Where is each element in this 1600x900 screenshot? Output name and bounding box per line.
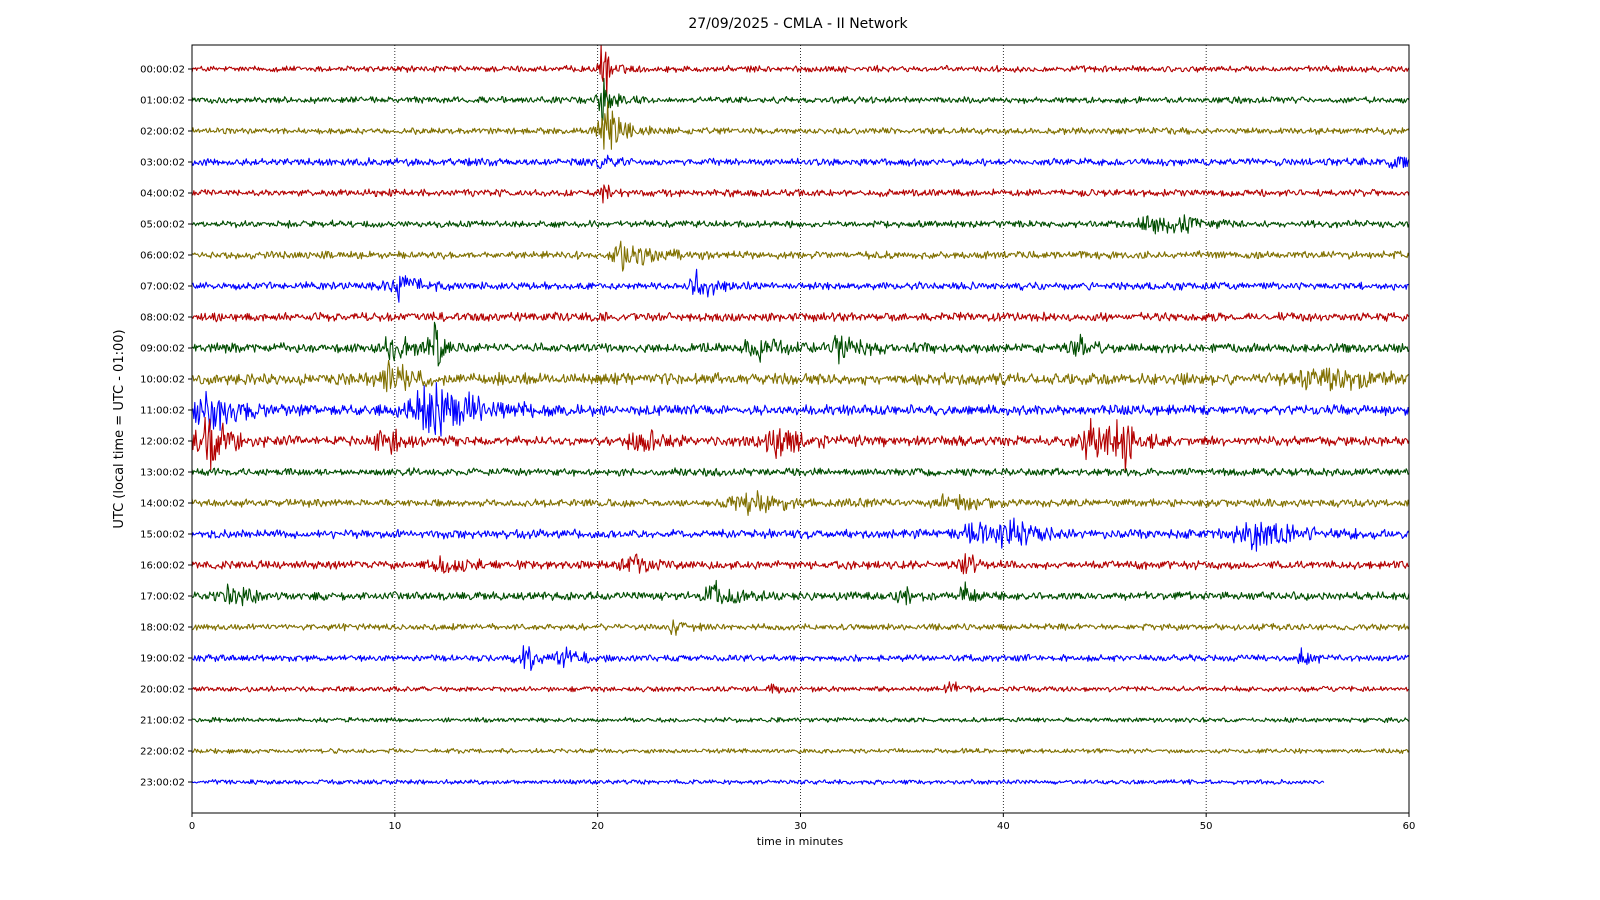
row-label-03:00:02: 03:00:02: [140, 158, 185, 169]
trace-row-03:00:02: [191, 154, 1410, 170]
plot-frame: [191, 44, 1410, 814]
row-label-17:00:02: 17:00:02: [140, 592, 185, 603]
row-label-13:00:02: 13:00:02: [140, 468, 185, 479]
trace-row-23:00:02: [191, 778, 1325, 786]
row-label-10:00:02: 10:00:02: [140, 375, 185, 386]
trace-row-12:00:02: [191, 416, 1410, 472]
row-label-14:00:02: 14:00:02: [140, 499, 185, 510]
x-tick-label: 40: [997, 821, 1010, 832]
row-label-01:00:02: 01:00:02: [140, 96, 185, 107]
trace-row-15:00:02: [191, 517, 1410, 552]
row-label-09:00:02: 09:00:02: [140, 344, 185, 355]
trace-row-14:00:02: [191, 490, 1410, 516]
x-tick-label: 60: [1403, 821, 1416, 832]
trace-row-21:00:02: [191, 716, 1410, 724]
row-label-02:00:02: 02:00:02: [140, 127, 185, 138]
trace-row-17:00:02: [191, 579, 1410, 607]
trace-row-13:00:02: [191, 467, 1410, 477]
row-label-06:00:02: 06:00:02: [140, 251, 185, 262]
trace-row-11:00:02: [191, 382, 1410, 437]
row-time-labels: 00:00:02 01:00:02 02:00:02 03:00:02 04:00:02…: [140, 65, 192, 789]
trace-row-09:00:02: [191, 321, 1410, 367]
trace-row-22:00:02: [191, 747, 1410, 755]
row-label-15:00:02: 15:00:02: [140, 530, 185, 541]
x-tick-label: 0: [189, 821, 195, 832]
row-label-11:00:02: 11:00:02: [140, 406, 185, 417]
row-label-18:00:02: 18:00:02: [140, 623, 185, 634]
trace-row-06:00:02: [191, 240, 1410, 272]
row-label-12:00:02: 12:00:02: [140, 437, 185, 448]
row-label-07:00:02: 07:00:02: [140, 282, 185, 293]
trace-row-05:00:02: [191, 214, 1410, 235]
row-label-16:00:02: 16:00:02: [140, 561, 185, 572]
trace-row-18:00:02: [191, 619, 1410, 636]
x-tick-label: 50: [1200, 821, 1213, 832]
x-tick-label: 20: [591, 821, 604, 832]
row-label-23:00:02: 23:00:02: [140, 778, 185, 789]
row-label-08:00:02: 08:00:02: [140, 313, 185, 324]
row-label-19:00:02: 19:00:02: [140, 654, 185, 665]
trace-row-16:00:02: [191, 553, 1410, 575]
trace-row-00:00:02: [191, 44, 1410, 98]
trace-row-07:00:02: [191, 268, 1410, 303]
chart-title: 27/09/2025 - CMLA - II Network: [688, 16, 908, 32]
y-axis-label: UTC (local time = UTC - 01:00): [112, 329, 127, 528]
row-label-00:00:02: 00:00:02: [140, 65, 185, 76]
row-label-20:00:02: 20:00:02: [140, 685, 185, 696]
trace-row-10:00:02: [191, 359, 1410, 393]
row-label-21:00:02: 21:00:02: [140, 716, 185, 727]
trace-row-01:00:02: [191, 77, 1410, 124]
trace-row-02:00:02: [191, 101, 1410, 150]
x-tick-label: 10: [388, 821, 401, 832]
trace-row-08:00:02: [191, 311, 1410, 323]
seismic-traces: [191, 44, 1410, 786]
x-axis-label: time in minutes: [757, 835, 844, 848]
x-axis-ticks: 0 10 20 30 40 50 60: [189, 813, 1416, 832]
grid-lines: [394, 45, 1207, 813]
row-label-04:00:02: 04:00:02: [140, 189, 185, 200]
trace-row-04:00:02: [191, 184, 1410, 204]
row-label-05:00:02: 05:00:02: [140, 220, 185, 231]
row-label-22:00:02: 22:00:02: [140, 747, 185, 758]
trace-row-19:00:02: [191, 645, 1410, 671]
trace-row-20:00:02: [191, 681, 1410, 694]
x-tick-label: 30: [794, 821, 807, 832]
